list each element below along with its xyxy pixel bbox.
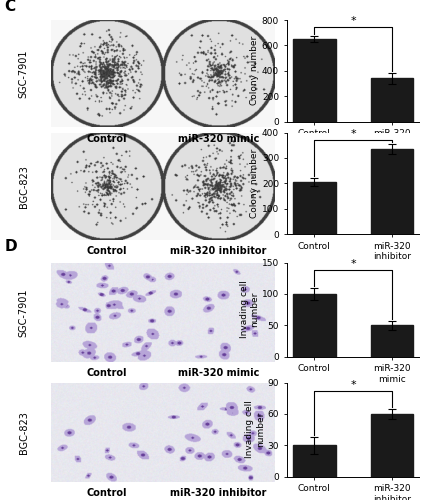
- Y-axis label: Invading cell
number: Invading cell number: [245, 400, 265, 458]
- Text: Control: Control: [87, 368, 127, 378]
- Text: SGC-7901: SGC-7901: [18, 50, 29, 98]
- Bar: [293, 445, 336, 476]
- Bar: [293, 294, 336, 356]
- Text: Control: Control: [87, 134, 127, 143]
- Y-axis label: Colony number: Colony number: [250, 36, 259, 106]
- Text: *: *: [350, 380, 356, 390]
- Text: SGC-7901: SGC-7901: [18, 288, 29, 337]
- Bar: [371, 414, 413, 476]
- Text: Control: Control: [87, 488, 127, 498]
- Text: *: *: [350, 16, 356, 26]
- Bar: [371, 325, 413, 356]
- Bar: [293, 182, 336, 234]
- Text: BGC-823: BGC-823: [18, 411, 29, 454]
- Y-axis label: Invading cell
number: Invading cell number: [240, 280, 259, 338]
- Text: miR-320 inhibitor: miR-320 inhibitor: [170, 246, 267, 256]
- Text: C: C: [4, 0, 15, 14]
- Text: miR-320 mimic: miR-320 mimic: [178, 368, 259, 378]
- Bar: [371, 149, 413, 234]
- Text: miR-320 inhibitor: miR-320 inhibitor: [170, 488, 267, 498]
- Bar: [371, 78, 413, 122]
- Text: BGC-823: BGC-823: [18, 165, 29, 208]
- Text: *: *: [350, 128, 356, 138]
- Y-axis label: Colony number: Colony number: [250, 148, 259, 218]
- Bar: [293, 39, 336, 121]
- Text: *: *: [350, 259, 356, 269]
- Text: miR-320 mimic: miR-320 mimic: [178, 134, 259, 143]
- Text: D: D: [4, 239, 17, 254]
- Text: Control: Control: [87, 246, 127, 256]
